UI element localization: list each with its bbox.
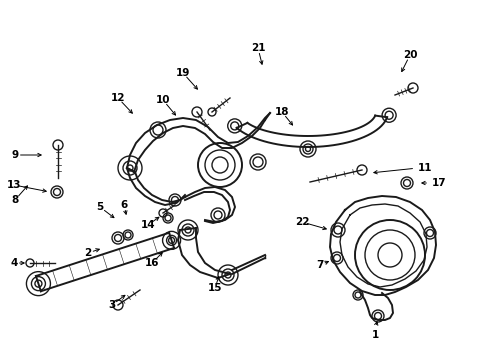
- Text: 4: 4: [10, 258, 18, 268]
- Text: 13: 13: [7, 180, 21, 190]
- Text: 17: 17: [432, 178, 446, 188]
- Text: 9: 9: [11, 150, 19, 160]
- Text: 22: 22: [295, 217, 309, 227]
- Text: 12: 12: [111, 93, 125, 103]
- Text: 20: 20: [403, 50, 417, 60]
- Text: 18: 18: [275, 107, 289, 117]
- Text: 11: 11: [418, 163, 433, 173]
- Text: 7: 7: [317, 260, 324, 270]
- Text: 14: 14: [141, 220, 155, 230]
- Text: 19: 19: [176, 68, 190, 78]
- Text: 3: 3: [108, 300, 116, 310]
- Text: 10: 10: [156, 95, 170, 105]
- Text: 21: 21: [251, 43, 265, 53]
- Text: 2: 2: [84, 248, 92, 258]
- Text: 1: 1: [371, 330, 379, 340]
- Text: 15: 15: [208, 283, 222, 293]
- Text: 8: 8: [11, 195, 19, 205]
- Text: 5: 5: [97, 202, 103, 212]
- Text: 6: 6: [121, 200, 127, 210]
- Text: 16: 16: [145, 258, 159, 268]
